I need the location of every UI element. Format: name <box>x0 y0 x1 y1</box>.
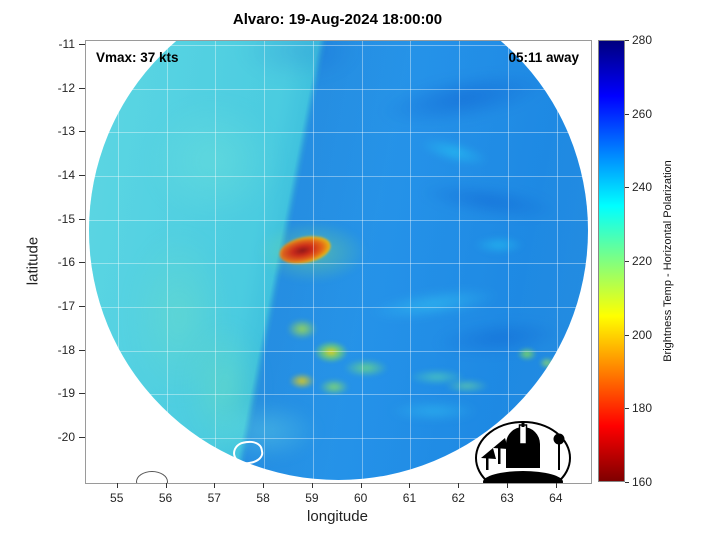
time-away-annotation: 05:11 away <box>508 50 579 65</box>
x-tick-label: 58 <box>256 491 270 505</box>
satellite-dish-icon <box>481 438 508 470</box>
cimss-logo: C I M S S <box>475 421 571 483</box>
colorbar-tick-label: 200 <box>632 327 653 342</box>
colorbar-tick-label: 280 <box>632 33 653 47</box>
tb-texture-blob <box>209 401 319 461</box>
y-tick-label: -11 <box>58 36 75 51</box>
x-tick-label: 63 <box>500 491 514 505</box>
x-tick-label: 61 <box>402 491 417 505</box>
y-tick-mark <box>79 43 85 45</box>
y-tick-label: -14 <box>57 167 75 182</box>
y-tick-label: -18 <box>57 342 75 357</box>
x-tick-mark <box>165 483 167 488</box>
y-tick-label: -13 <box>57 124 75 139</box>
y-tick-mark <box>79 437 85 438</box>
x-tick-label: 59 <box>305 491 319 505</box>
colorbar-tick-label: 180 <box>632 401 653 416</box>
x-tick-mark <box>311 483 313 488</box>
tb-texture-blob <box>129 231 229 401</box>
rainband-cell <box>517 347 537 361</box>
y-tick-label: -19 <box>57 386 75 401</box>
x-tick-label: 57 <box>207 491 221 505</box>
x-tick-label: 56 <box>158 491 173 505</box>
colorbar-tick-mark <box>625 408 629 410</box>
x-tick-mark <box>555 483 557 488</box>
y-tick-mark <box>79 87 85 89</box>
tb-texture-blob <box>149 101 279 221</box>
y-tick-mark <box>79 262 85 264</box>
y-tick-label: -15 <box>57 211 75 226</box>
y-tick-label: -12 <box>57 80 75 95</box>
y-tick-mark <box>79 393 85 395</box>
rainband-cell <box>314 341 348 363</box>
tb-texture-blob <box>474 236 524 254</box>
colorbar-tick-label: 240 <box>632 180 653 195</box>
colorbar-tick-mark <box>625 482 629 483</box>
colorbar-tick-mark <box>625 261 629 262</box>
rainband-cell <box>289 373 315 389</box>
water-tower-icon <box>553 433 565 470</box>
swath-seam <box>89 41 588 480</box>
colorbar-tick-label: 160 <box>632 475 653 489</box>
colorbar-tick-mark <box>625 334 629 336</box>
y-tick-mark <box>79 305 85 307</box>
y-tick-mark <box>79 174 85 176</box>
colorbar-tick-label: 220 <box>632 254 653 268</box>
y-tick-mark <box>79 349 85 351</box>
y-tick-label: -20 <box>57 430 75 444</box>
rainband-cell <box>344 359 388 377</box>
tb-texture-blob <box>389 401 479 421</box>
x-tick-mark <box>458 483 460 488</box>
x-tick-label: 55 <box>110 491 124 505</box>
observatory-dome-icon <box>506 421 540 468</box>
tb-texture-blob <box>184 321 264 451</box>
y-tick-mark <box>79 218 85 220</box>
logo-ground <box>483 471 563 483</box>
x-tick-label: 64 <box>549 491 563 505</box>
y-axis-label: latitude <box>24 236 42 286</box>
y-tick-label: -16 <box>57 255 75 270</box>
plot-title: Alvaro: 19-Aug-2024 18:00:00 <box>232 11 443 28</box>
colorbar-tick-mark <box>625 187 629 189</box>
colorbar-tick-label: 260 <box>632 106 653 121</box>
vmax-annotation: Vmax: 37 kts <box>96 50 179 65</box>
x-tick-mark <box>360 483 362 488</box>
colorbar-tick-mark <box>625 113 629 115</box>
rainband-cell <box>539 357 555 369</box>
x-tick-label: 62 <box>451 491 465 505</box>
colorbar-label: Brightness Temp - Horizontal Polarizatio… <box>662 160 674 362</box>
y-tick-mark <box>79 131 85 133</box>
rainband-cell <box>287 319 317 339</box>
plot-area: Vmax: 37 kts 05:11 away C I M S <box>85 40 592 484</box>
x-axis-label: longitude <box>307 508 368 525</box>
colorbar <box>598 40 625 482</box>
rainband-cell <box>319 379 349 395</box>
y-tick-label: -17 <box>57 298 75 313</box>
x-tick-mark <box>263 483 265 488</box>
x-tick-mark <box>409 483 411 488</box>
x-tick-mark <box>116 483 118 488</box>
x-tick-label: 60 <box>353 491 368 505</box>
x-tick-mark <box>507 483 509 488</box>
x-tick-mark <box>214 483 216 488</box>
rainband-cell <box>445 379 489 393</box>
satellite-swath-image <box>89 41 588 480</box>
colorbar-tick-mark <box>625 40 629 41</box>
